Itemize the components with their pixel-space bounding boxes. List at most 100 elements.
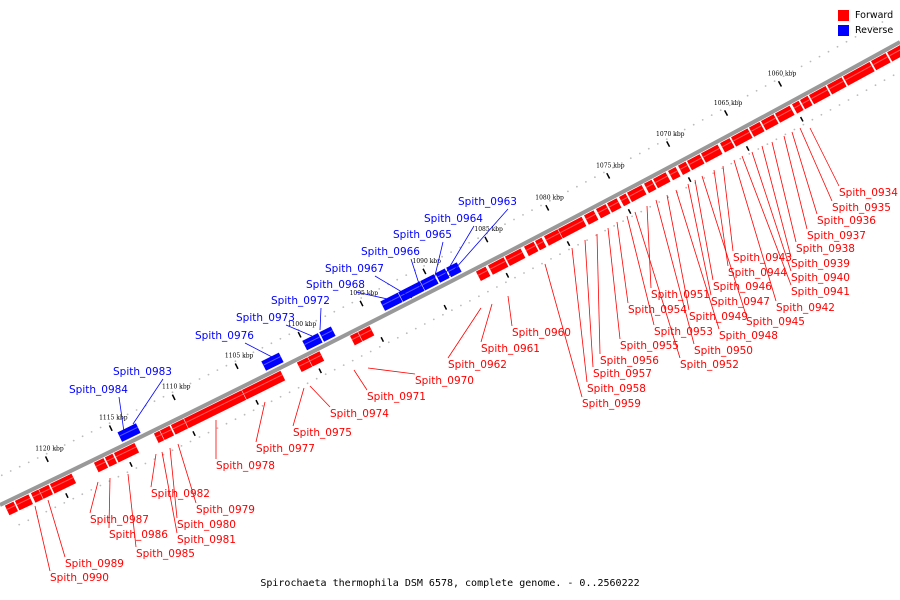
forward-gene-block-highlight: [525, 245, 536, 251]
reverse-gene-block-highlight: [422, 277, 436, 286]
track-dot: [36, 457, 39, 459]
reverse-gene-label: Spith_0965: [393, 229, 452, 241]
track-dot: [692, 123, 695, 126]
track-dot: [622, 220, 624, 223]
track-dot: [764, 85, 767, 87]
track-dot: [270, 400, 273, 403]
forward-gene-block-highlight: [670, 170, 678, 176]
forward-leader-line: [701, 175, 747, 316]
track-dot: [460, 304, 462, 307]
forward-gene-block: [307, 351, 325, 367]
reverse-gene-block: [435, 268, 450, 283]
track-dot: [99, 426, 102, 429]
forward-gene-block: [583, 210, 599, 225]
reverse-gene-label: Spith_0972: [271, 295, 330, 307]
forward-gene-block-highlight: [51, 477, 74, 489]
track-dot: [829, 109, 832, 111]
reverse-gene-block-highlight: [263, 356, 281, 366]
forward-gene-label: Spith_0948: [719, 330, 778, 342]
track-dot: [782, 75, 785, 78]
track-dot: [432, 260, 434, 263]
forward-leader-line: [544, 263, 583, 398]
track-dot: [288, 333, 291, 336]
genome-backbone: [0, 40, 900, 507]
track-dot: [818, 55, 821, 58]
scale-tick-label: 1100 kbp: [288, 321, 317, 328]
track-dot: [279, 337, 282, 340]
forward-leader-line: [809, 127, 840, 187]
track-dot: [784, 133, 787, 136]
track-dot: [665, 138, 668, 141]
scale-tick: [234, 363, 239, 370]
track-dot: [279, 395, 282, 398]
forward-gene-label: Spith_0955: [620, 340, 679, 352]
track-dot: [423, 265, 425, 267]
reverse-gene-block-highlight: [437, 272, 447, 278]
forward-gene-block: [523, 241, 539, 257]
track-dot: [207, 431, 210, 434]
reverse-gene-label: Spith_0964: [424, 213, 483, 225]
track-dot: [629, 157, 632, 160]
reverse-gene-label: Spith_0967: [325, 263, 384, 275]
scale-tick-label: 1065 kbp: [714, 100, 743, 107]
forward-gene-track: [4, 45, 900, 516]
track-dot: [198, 436, 201, 438]
track-dot: [748, 153, 751, 155]
track-dot: [162, 395, 165, 398]
reverse-gene-block-highlight: [400, 284, 422, 297]
forward-gene-block-highlight: [155, 434, 162, 438]
forward-gene-label: Spith_0982: [151, 488, 210, 500]
forward-gene-block-highlight: [161, 429, 172, 435]
track-dot: [315, 377, 318, 380]
forward-gene-block: [808, 85, 831, 105]
forward-gene-block-highlight: [106, 457, 115, 462]
scale-tick-inner: [443, 304, 448, 310]
track-dot: [27, 519, 30, 522]
genome-caption: Spirochaeta thermophila DSM 6578, comple…: [260, 578, 640, 589]
track-dot: [315, 319, 318, 322]
track-dot: [225, 422, 228, 425]
track-dot: [775, 138, 778, 141]
track-dot: [126, 471, 129, 474]
track-dot: [856, 94, 859, 96]
forward-gene-label: Spith_0936: [817, 215, 876, 227]
track-dot: [640, 210, 643, 213]
track-dot: [576, 185, 578, 188]
forward-gene-block-highlight: [763, 117, 776, 126]
forward-leader-line: [127, 473, 137, 548]
track-dot: [117, 475, 120, 478]
reverse-leader-line: [374, 275, 413, 299]
track-dot: [703, 177, 706, 179]
track-dot: [324, 315, 327, 318]
track-dot: [892, 74, 895, 77]
track-dot: [469, 300, 471, 302]
legend-forward-label: Forward: [855, 10, 894, 21]
scale-tick: [606, 172, 611, 179]
track-dot: [550, 258, 552, 260]
forward-gene-block: [799, 95, 813, 110]
reverse-leader-line: [355, 291, 393, 301]
forward-gene-block-highlight: [95, 461, 106, 467]
scale-tick: [44, 456, 49, 463]
track-dot: [442, 313, 444, 316]
track-dot: [683, 128, 686, 131]
forward-gene-label: Spith_0960: [512, 327, 571, 339]
forward-gene-block: [677, 161, 691, 176]
track-dot: [171, 391, 174, 394]
forward-gene-block: [760, 114, 779, 131]
track-dot: [261, 404, 264, 407]
forward-leader-line: [89, 481, 99, 514]
track-dot: [369, 350, 372, 353]
forward-leader-line: [626, 215, 655, 326]
reverse-leader-line: [442, 225, 475, 279]
track-dot: [883, 79, 886, 82]
track-dot: [90, 489, 93, 491]
forward-leader-line: [694, 179, 714, 281]
forward-gene-block-highlight: [537, 241, 544, 246]
track-dot: [81, 493, 84, 496]
forward-leader-line: [722, 165, 734, 252]
forward-gene-label: Spith_0946: [713, 281, 772, 293]
forward-leader-line: [655, 199, 695, 345]
track-dot: [207, 373, 210, 376]
